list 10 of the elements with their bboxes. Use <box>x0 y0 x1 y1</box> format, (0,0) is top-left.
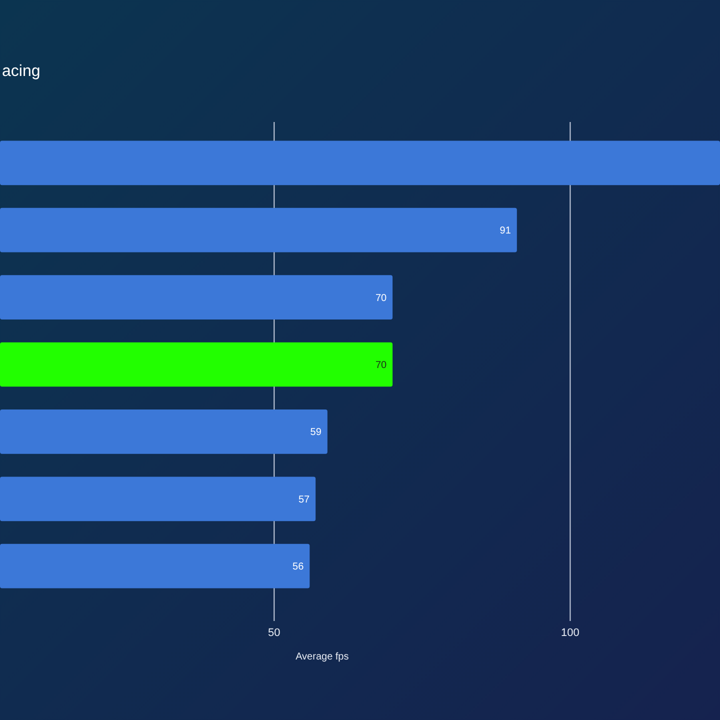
data-label: 56 <box>292 562 304 573</box>
data-label: 57 <box>298 494 310 506</box>
x-axis-title: Average fps <box>296 652 349 662</box>
data-label: 70 <box>375 292 387 304</box>
data-label: 70 <box>375 360 387 371</box>
x-tick-label: 100 <box>561 626 580 639</box>
data-label: 91 <box>500 226 512 237</box>
chart-title: acing <box>2 63 40 80</box>
data-label: 59 <box>310 427 322 438</box>
x-tick-label: 50 <box>268 626 280 639</box>
